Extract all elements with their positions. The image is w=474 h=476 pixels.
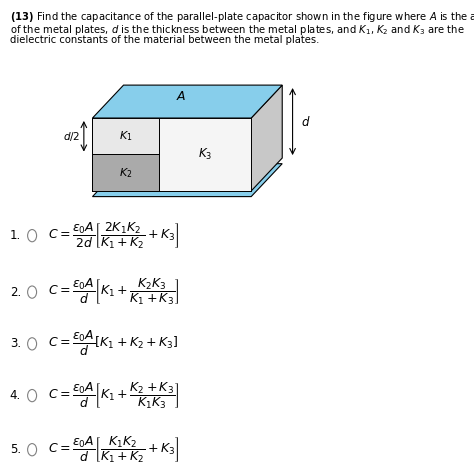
Text: $C = \dfrac{\varepsilon_0 A}{d}\left[K_1 + K_2 + K_3\right]$: $C = \dfrac{\varepsilon_0 A}{d}\left[K_1… xyxy=(47,329,178,358)
Text: 4.: 4. xyxy=(9,389,21,402)
Text: $C = \dfrac{\varepsilon_0 A}{2d}\left[\dfrac{2K_1K_2}{K_1 + K_2} + K_3\right]$: $C = \dfrac{\varepsilon_0 A}{2d}\left[\d… xyxy=(47,220,179,251)
Polygon shape xyxy=(251,85,282,191)
Text: dielectric constants of the material between the metal plates.: dielectric constants of the material bet… xyxy=(9,35,319,45)
Text: $A$: $A$ xyxy=(176,90,186,103)
Text: $\mathbf{(13)}$ Find the capacitance of the parallel-plate capacitor shown in th: $\mathbf{(13)}$ Find the capacitance of … xyxy=(9,10,474,24)
Text: of the metal plates, $d$ is the thickness between the metal plates, and $K_1$, $: of the metal plates, $d$ is the thicknes… xyxy=(9,22,465,37)
Polygon shape xyxy=(92,155,159,191)
Polygon shape xyxy=(92,164,282,197)
Text: $K_3$: $K_3$ xyxy=(198,147,212,162)
Text: 3.: 3. xyxy=(9,337,21,350)
Text: $d/2$: $d/2$ xyxy=(63,130,81,143)
Polygon shape xyxy=(92,85,282,118)
Text: $C = \dfrac{\varepsilon_0 A}{d}\left[\dfrac{K_1K_2}{K_1 + K_2} + K_3\right]$: $C = \dfrac{\varepsilon_0 A}{d}\left[\df… xyxy=(47,435,179,465)
Text: $d$: $d$ xyxy=(301,115,311,129)
Text: 5.: 5. xyxy=(9,443,21,456)
Text: $K_2$: $K_2$ xyxy=(119,166,133,179)
Text: 1.: 1. xyxy=(9,229,21,242)
Polygon shape xyxy=(159,118,251,191)
Polygon shape xyxy=(92,118,159,155)
Text: $K_1$: $K_1$ xyxy=(119,129,133,143)
Text: 2.: 2. xyxy=(9,286,21,298)
Text: $C = \dfrac{\varepsilon_0 A}{d}\left[K_1 + \dfrac{K_2K_3}{K_1 + K_3}\right]$: $C = \dfrac{\varepsilon_0 A}{d}\left[K_1… xyxy=(47,277,179,307)
Text: $C = \dfrac{\varepsilon_0 A}{d}\left[K_1 + \dfrac{K_2 + K_3}{K_1K_3}\right]$: $C = \dfrac{\varepsilon_0 A}{d}\left[K_1… xyxy=(47,380,179,411)
